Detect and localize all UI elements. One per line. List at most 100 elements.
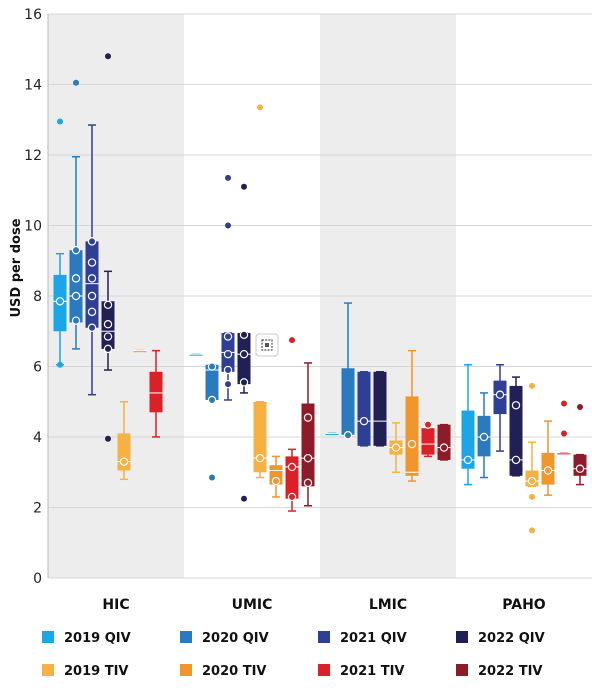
box-body bbox=[461, 410, 475, 469]
data-point bbox=[103, 344, 113, 354]
box-2020-tiv-paho bbox=[541, 420, 555, 496]
box-2019-qiv-hic bbox=[53, 118, 67, 368]
box-body bbox=[405, 396, 419, 476]
y-tick-label-10: 10 bbox=[24, 219, 42, 235]
data-point bbox=[87, 307, 97, 317]
data-point bbox=[359, 416, 369, 426]
data-point bbox=[87, 237, 97, 246]
box-2021-tiv-lmic bbox=[421, 420, 435, 458]
x-category-label-umic: UMIC bbox=[232, 597, 273, 613]
series-boxes bbox=[53, 53, 587, 534]
legend-swatch bbox=[318, 664, 330, 676]
legend-label: 2021 TIV bbox=[340, 664, 404, 679]
box-body bbox=[205, 364, 219, 400]
box-2021-tiv-hic bbox=[149, 349, 163, 438]
y-tick-label-8: 8 bbox=[33, 289, 42, 305]
data-point bbox=[463, 455, 473, 465]
data-point bbox=[87, 291, 97, 301]
data-point bbox=[87, 258, 97, 267]
box-body bbox=[189, 354, 203, 356]
legend-item-2019-qiv: 2019 QIV bbox=[42, 631, 131, 646]
box-2022-tiv-paho bbox=[573, 404, 587, 486]
data-point bbox=[207, 362, 217, 371]
box-body bbox=[357, 371, 371, 446]
data-point bbox=[527, 476, 537, 486]
box-body bbox=[133, 350, 147, 353]
outlier-point bbox=[105, 53, 111, 60]
x-axis-categories: HIC UMIC LMIC PAHO bbox=[102, 597, 545, 613]
outlier-point bbox=[57, 118, 63, 125]
outlier-point bbox=[529, 493, 535, 500]
box-2021-qiv-paho bbox=[493, 363, 507, 452]
data-point bbox=[103, 320, 113, 329]
box-2019-qiv-umic bbox=[189, 353, 203, 356]
box-body bbox=[325, 433, 339, 435]
legend-item-2020-qiv: 2020 QIV bbox=[180, 631, 269, 646]
box-2022-tiv-lmic bbox=[437, 423, 451, 461]
legend-label: 2019 TIV bbox=[64, 664, 128, 679]
box-2021-qiv-lmic bbox=[357, 371, 371, 447]
legend-label: 2022 TIV bbox=[478, 664, 542, 679]
box-2021-tiv-umic bbox=[285, 337, 299, 512]
box-2020-qiv-hic bbox=[69, 79, 83, 350]
data-point bbox=[303, 413, 313, 422]
legend: 2019 QIV 2020 QIV 2021 QIV 2022 QIV 2019 TIV… bbox=[42, 631, 545, 679]
outlier-point bbox=[561, 430, 567, 437]
box-body bbox=[509, 385, 523, 476]
box-2019-tiv-hic bbox=[117, 401, 131, 481]
legend-swatch bbox=[456, 664, 468, 676]
legend-label: 2020 QIV bbox=[202, 631, 269, 646]
data-point bbox=[71, 316, 81, 325]
y-tick-label-12: 12 bbox=[24, 148, 42, 164]
data-point bbox=[391, 443, 401, 452]
y-tick-label-16: 16 bbox=[24, 7, 42, 23]
data-point bbox=[255, 453, 265, 463]
box-body bbox=[69, 250, 83, 323]
box-2021-qiv-hic bbox=[85, 124, 99, 396]
data-point bbox=[343, 431, 353, 440]
legend-label: 2021 QIV bbox=[340, 631, 407, 646]
box-body bbox=[237, 333, 251, 385]
box-2022-tiv-umic bbox=[301, 362, 315, 507]
legend-swatch bbox=[180, 631, 192, 643]
legend-item-2020-tiv: 2020 TIV bbox=[180, 664, 266, 679]
box-body bbox=[253, 401, 267, 473]
y-axis-title: USD per dose bbox=[9, 218, 24, 317]
data-point bbox=[87, 323, 97, 332]
data-point bbox=[119, 457, 129, 466]
data-point bbox=[207, 395, 217, 405]
box-body bbox=[373, 371, 387, 446]
data-point bbox=[71, 274, 81, 283]
data-point bbox=[239, 330, 249, 339]
data-point bbox=[287, 492, 297, 502]
data-point bbox=[495, 390, 505, 399]
box-2019-tiv-lmic bbox=[389, 422, 403, 473]
box-2022-qiv-umic bbox=[237, 183, 251, 502]
data-point bbox=[543, 466, 553, 475]
legend-label: 2022 QIV bbox=[478, 631, 545, 646]
box-2022-qiv-paho bbox=[509, 376, 523, 477]
data-point bbox=[71, 291, 81, 301]
legend-swatch bbox=[318, 631, 330, 643]
expand-icon[interactable] bbox=[255, 333, 279, 357]
data-point bbox=[287, 462, 297, 472]
data-point bbox=[511, 455, 521, 465]
box-body bbox=[149, 371, 163, 413]
data-point bbox=[103, 332, 113, 341]
outlier-point bbox=[257, 104, 263, 111]
data-point bbox=[479, 432, 489, 442]
legend-swatch bbox=[42, 664, 54, 676]
data-point bbox=[223, 379, 233, 389]
outlier-point bbox=[225, 174, 231, 181]
box-2019-qiv-paho bbox=[461, 363, 475, 486]
data-point bbox=[55, 297, 65, 306]
box-2020-qiv-paho bbox=[477, 392, 491, 479]
box-body bbox=[285, 456, 299, 499]
outlier-point bbox=[209, 474, 215, 481]
data-point bbox=[87, 274, 97, 283]
legend-swatch bbox=[180, 664, 192, 676]
legend-item-2022-tiv: 2022 TIV bbox=[456, 664, 542, 679]
box-2021-qiv-umic bbox=[221, 174, 235, 401]
data-point bbox=[303, 453, 313, 463]
